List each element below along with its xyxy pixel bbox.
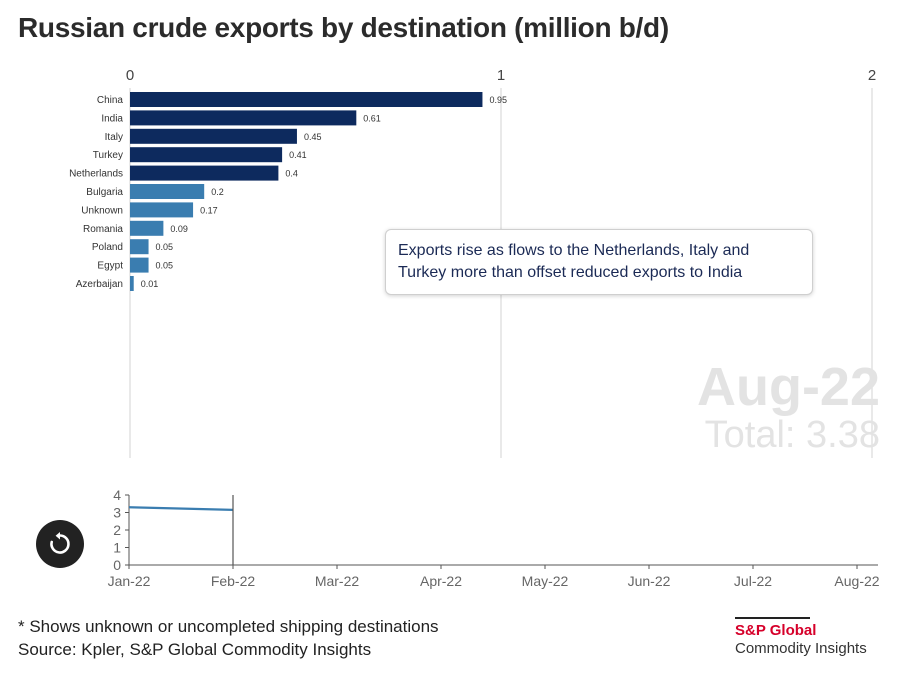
replay-icon: [50, 532, 70, 554]
bar: [130, 128, 297, 144]
x-tick-label: Jun-22: [628, 573, 671, 589]
bar: [130, 147, 283, 163]
x-tick-label: Mar-22: [315, 573, 360, 589]
value-label: 0.41: [289, 150, 307, 160]
bar: [130, 276, 134, 291]
value-label: 0.61: [363, 113, 381, 123]
category-label: Poland: [92, 242, 123, 253]
value-label: 0.45: [304, 132, 322, 142]
x-tick-label: 0: [126, 67, 134, 84]
x-tick-label: Apr-22: [420, 573, 462, 589]
value-label: 0.17: [200, 205, 218, 215]
y-tick-label: 3: [113, 505, 121, 521]
category-label: China: [97, 95, 124, 106]
category-label: Turkey: [93, 150, 123, 161]
category-label: Unknown: [81, 205, 123, 216]
bar: [130, 257, 149, 273]
footnote: * Shows unknown or uncompleted shipping …: [18, 615, 439, 661]
category-label: Bulgaria: [86, 187, 123, 198]
x-tick-label: 1: [497, 67, 505, 84]
x-tick-label: Jan-22: [108, 573, 151, 589]
y-tick-label: 2: [113, 522, 121, 538]
x-tick-label: Jul-22: [734, 573, 772, 589]
x-tick-label: 2: [868, 67, 876, 84]
x-tick-label: Feb-22: [211, 573, 256, 589]
y-tick-label: 1: [113, 540, 121, 556]
bar: [130, 92, 483, 107]
chart-title: Russian crude exports by destination (mi…: [18, 12, 669, 43]
bar-chart: 0 1 2 China 0.95 India 0.61 Italy 0.45 Turkey 0.41…: [69, 67, 876, 458]
value-label: 0.09: [170, 224, 188, 234]
x-tick-label: May-22: [522, 573, 569, 589]
category-label: Egypt: [97, 261, 123, 272]
logo-brand: S&P Global: [735, 622, 817, 639]
replay-button[interactable]: [36, 520, 84, 568]
current-date-label: Aug-22: [696, 357, 880, 417]
category-label: Netherlands: [69, 169, 123, 180]
value-label: 0.01: [141, 279, 159, 289]
bar: [130, 220, 164, 236]
annotation-callout: Exports rise as flows to the Netherlands…: [385, 229, 813, 295]
y-tick-label: 4: [113, 487, 121, 503]
category-label: India: [101, 113, 123, 124]
bar: [130, 165, 279, 181]
current-total-label: Total: 3.38: [704, 414, 880, 456]
value-label: 0.05: [156, 261, 174, 271]
value-label: 0.95: [489, 95, 507, 105]
footnote-note: * Shows unknown or uncompleted shipping …: [18, 617, 439, 636]
footnote-source: Source: Kpler, S&P Global Commodity Insi…: [18, 640, 372, 659]
logo-bar: [735, 617, 810, 619]
bar: [130, 202, 194, 218]
value-label: 0.4: [285, 169, 298, 179]
sp-global-logo: S&P Global Commodity Insights: [735, 617, 867, 658]
category-label: Italy: [105, 132, 123, 143]
series-line: [128, 506, 234, 511]
bar: [130, 239, 149, 255]
value-label: 0.2: [211, 187, 224, 197]
bar: [130, 110, 357, 126]
value-label: 0.05: [156, 242, 174, 252]
category-label: Azerbaijan: [76, 279, 123, 290]
y-tick-label: 0: [113, 557, 121, 573]
logo-subtitle: Commodity Insights: [735, 640, 867, 657]
x-tick-label: Aug-22: [834, 573, 879, 589]
category-label: Romania: [83, 224, 123, 235]
bar: [130, 184, 205, 199]
